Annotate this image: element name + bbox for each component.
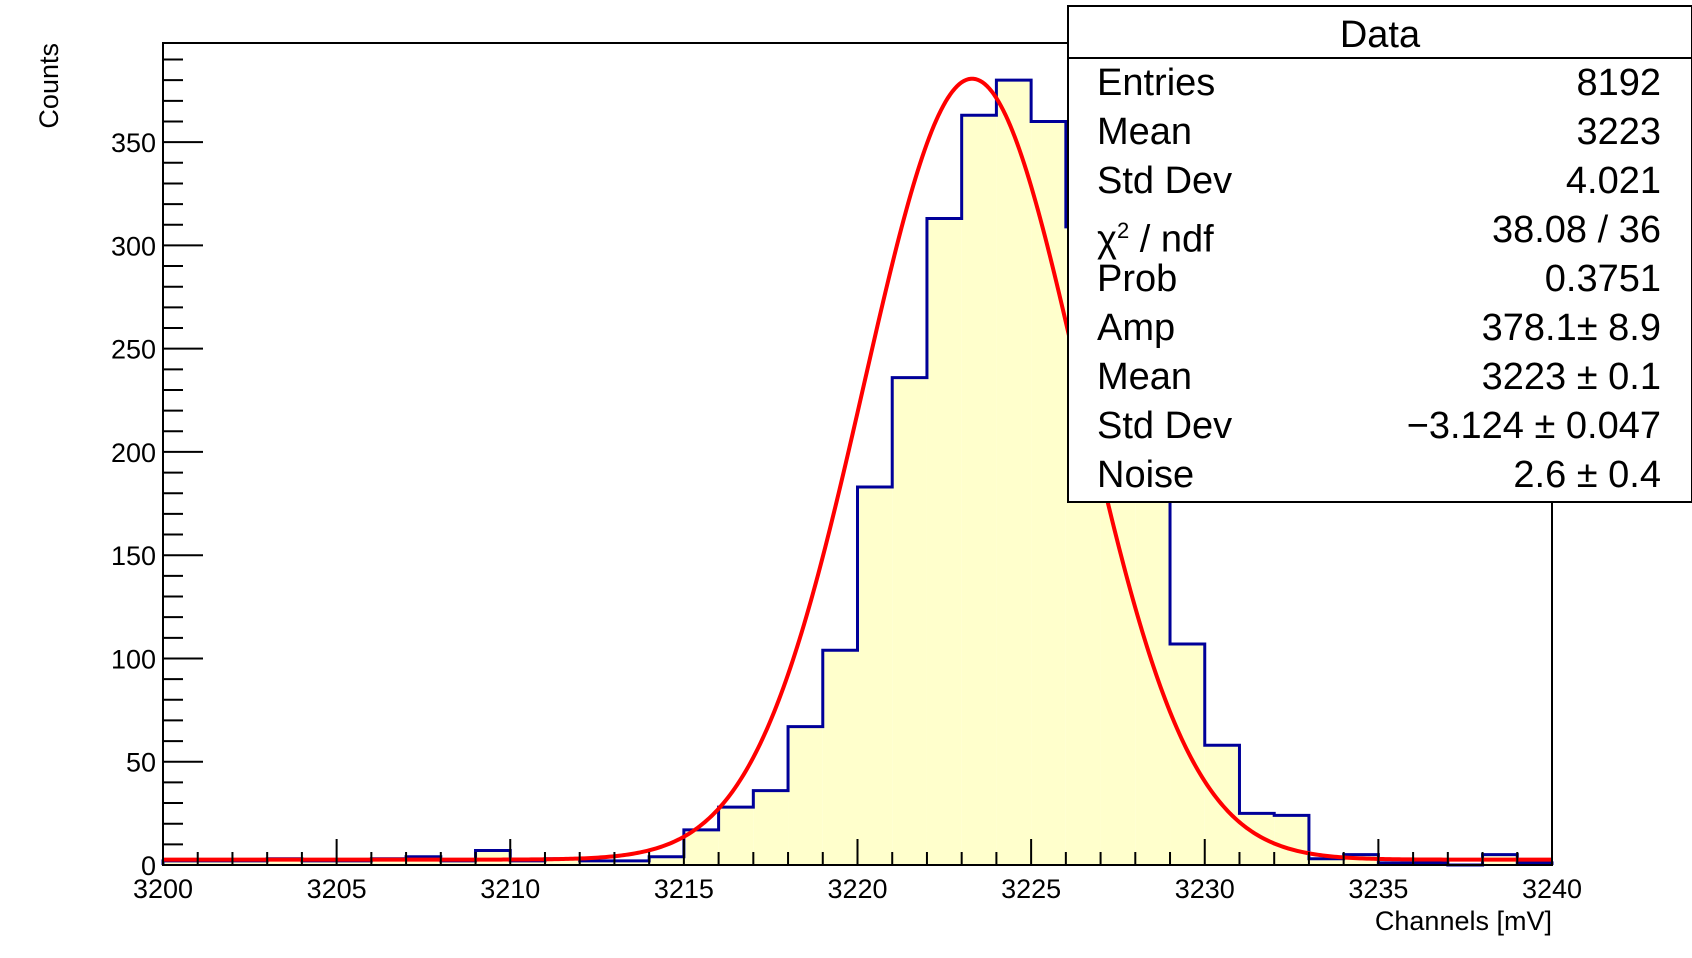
stats-value: 378.1± 8.9 xyxy=(1481,307,1661,349)
y-tick-label: 350 xyxy=(111,128,156,158)
histogram-bin xyxy=(544,858,580,865)
histogram-bin xyxy=(1308,858,1344,865)
histogram-bin xyxy=(510,860,545,865)
stats-row-chi2-ndf: χ2 / ndf 38.08 / 36 xyxy=(1069,206,1691,261)
stats-value: −3.124 ± 0.047 xyxy=(1406,405,1661,447)
stats-row-prob: Prob 0.3751 xyxy=(1069,255,1691,304)
histogram-bin xyxy=(440,860,476,865)
histogram-bin xyxy=(996,80,1032,865)
histogram-bin xyxy=(649,856,684,865)
stats-value: 3223 ± 0.1 xyxy=(1481,356,1661,398)
x-tick-label: 3215 xyxy=(654,874,714,904)
x-tick-label: 3230 xyxy=(1175,874,1235,904)
stats-value: 8192 xyxy=(1576,62,1661,104)
x-tick-label: 3235 xyxy=(1348,874,1408,904)
histogram-bin xyxy=(371,858,407,865)
x-tick-label: 3210 xyxy=(480,874,540,904)
y-tick-label: 300 xyxy=(111,231,156,261)
histogram-bin xyxy=(892,377,927,865)
y-tick-label: 0 xyxy=(141,851,156,881)
stats-value: 38.08 / 36 xyxy=(1491,209,1661,251)
stats-value: 0.3751 xyxy=(1544,258,1661,300)
stats-label: Entries xyxy=(1097,62,1216,104)
stats-row-fit-mean: Mean 3223 ± 0.1 xyxy=(1069,353,1691,402)
stats-label: Mean xyxy=(1097,356,1193,398)
stats-label: Mean xyxy=(1097,111,1193,153)
stats-value: 2.6 ± 0.4 xyxy=(1513,454,1661,496)
histogram-bin xyxy=(822,650,858,865)
stats-title: Data xyxy=(1069,7,1691,59)
y-tick-label: 100 xyxy=(111,644,156,674)
histogram-bin xyxy=(232,860,268,865)
histogram-bin xyxy=(683,829,719,865)
histogram-bin xyxy=(1274,815,1309,865)
stats-label: Std Dev xyxy=(1097,405,1233,447)
stats-row-fit-std-dev: Std Dev −3.124 ± 0.047 xyxy=(1069,402,1691,451)
ndf-label: / ndf xyxy=(1129,218,1214,261)
histogram-bin xyxy=(753,790,789,865)
stats-row-std-dev: Std Dev 4.021 xyxy=(1069,157,1691,206)
histogram-bin xyxy=(718,807,754,865)
ticks-layer: 3200 3205 3210 3215 3220 3225 3230 3235 3240 0 50 1… xyxy=(111,58,1582,904)
x-tick-label: 3200 xyxy=(133,874,193,904)
histogram-bin xyxy=(163,860,198,865)
y-tick-label: 250 xyxy=(111,335,156,365)
stats-row-amp: Amp 378.1± 8.9 xyxy=(1069,304,1691,353)
stats-row-mean: Mean 3223 xyxy=(1069,108,1691,157)
stats-row-entries: Entries 8192 xyxy=(1069,59,1691,108)
x-tick-label: 3205 xyxy=(307,874,367,904)
histogram-layer xyxy=(161,78,1554,867)
histogram-outline xyxy=(161,78,1554,867)
y-axis-title: Counts xyxy=(34,43,64,129)
chi-superscript: 2 xyxy=(1116,218,1130,243)
stats-row-noise: Noise 2.6 ± 0.4 xyxy=(1069,451,1691,500)
x-tick-label: 3220 xyxy=(827,874,887,904)
stats-value: 3223 xyxy=(1576,111,1661,153)
stats-label: Amp xyxy=(1097,307,1176,349)
chi-symbol: χ xyxy=(1097,218,1117,261)
histogram-bin xyxy=(267,858,302,865)
histogram-bin xyxy=(301,860,337,865)
histogram-bin xyxy=(1031,121,1066,865)
histogram-bin xyxy=(926,218,962,866)
fit-curve xyxy=(163,76,1552,862)
histogram-bin xyxy=(197,860,233,865)
stats-label: Std Dev xyxy=(1097,160,1233,202)
histogram-bin xyxy=(857,487,893,865)
histogram-bin xyxy=(1135,443,1171,865)
fit-layer xyxy=(163,76,1552,862)
stats-label: χ2 / ndf xyxy=(1097,206,1214,265)
x-tick-label: 3225 xyxy=(1001,874,1061,904)
stats-value: 4.021 xyxy=(1565,160,1661,202)
y-tick-label: 50 xyxy=(126,748,156,778)
histogram-bin xyxy=(614,860,650,865)
x-tick-label: 3240 xyxy=(1522,874,1582,904)
stats-label: Noise xyxy=(1097,454,1195,496)
stats-box: Data Entries 8192 Mean 3223 Std Dev 4.021 χ… xyxy=(1067,5,1692,503)
histogram-bin xyxy=(336,860,372,865)
x-axis-title: Channels [mV] xyxy=(1375,906,1552,936)
histogram-bin xyxy=(579,860,615,865)
stats-label: Prob xyxy=(1097,258,1178,300)
histogram-bin xyxy=(961,115,997,865)
histogram-bin xyxy=(788,726,823,865)
y-tick-label: 200 xyxy=(111,438,156,468)
y-tick-label: 150 xyxy=(111,541,156,571)
